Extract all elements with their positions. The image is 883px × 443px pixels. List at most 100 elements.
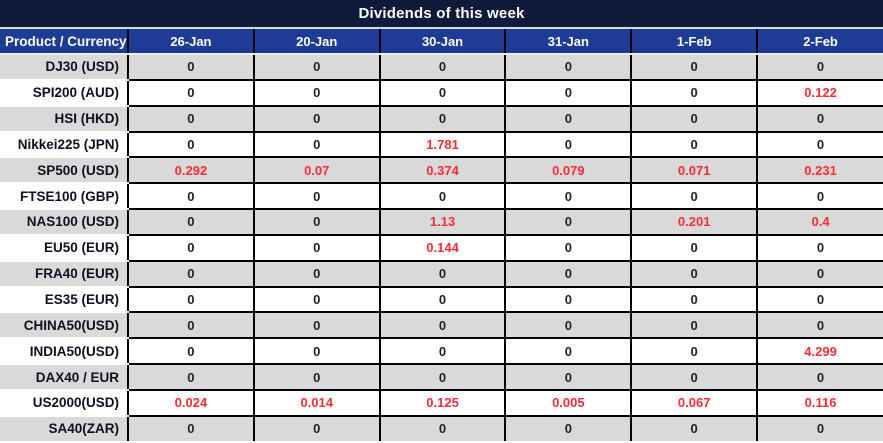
dividend-value-cell: 0 [252, 209, 380, 236]
dividend-value-cell: 0 [252, 415, 380, 443]
dividend-value-cell: 0 [378, 338, 506, 366]
dividend-value-cell: 0 [504, 312, 632, 340]
column-header-date-4: 31-Jan [504, 28, 632, 55]
product-cell: SPI200 (AUD) [0, 79, 129, 107]
dividend-value-cell: 0 [504, 415, 632, 443]
dividend-value-cell: 0.116 [756, 389, 883, 417]
dividend-value-cell: 0 [252, 131, 380, 159]
product-cell: DAX40 / EUR [0, 364, 129, 391]
dividend-value-cell: 0 [378, 260, 506, 288]
dividend-value-cell: 0 [378, 54, 506, 81]
dividend-value-cell: 0 [504, 338, 632, 366]
dividend-value-cell: 0.125 [378, 389, 506, 417]
dividend-value-cell: 0 [630, 54, 758, 81]
dividend-value-cell: 0 [630, 260, 758, 288]
dividend-value-cell: 0 [756, 286, 883, 314]
dividend-value-cell: 0.079 [504, 157, 632, 185]
table-row: INDIA50(USD) 0 0 0 0 0 4.299 [0, 338, 883, 366]
dividend-value-cell: 0 [127, 234, 254, 262]
product-cell: CHINA50(USD) [0, 312, 129, 340]
dividend-value-cell: 0 [378, 286, 506, 314]
dividend-value-cell: 0 [756, 364, 883, 391]
table-row: US2000(USD) 0.024 0.014 0.125 0.005 0.067 0.11… [0, 389, 883, 417]
dividend-value-cell: 0 [127, 260, 254, 288]
dividend-value-cell: 0 [378, 364, 506, 391]
dividend-value-cell: 0 [630, 131, 758, 159]
column-header-date-3: 30-Jan [378, 28, 506, 55]
dividend-value-cell: 0 [504, 234, 632, 262]
product-cell: SP500 (USD) [0, 157, 129, 185]
dividend-value-cell: 0 [252, 338, 380, 366]
dividend-value-cell: 0 [252, 286, 380, 314]
dividend-value-cell: 0 [756, 260, 883, 288]
dividend-value-cell: 0 [630, 105, 758, 133]
dividend-value-cell: 0 [630, 234, 758, 262]
dividend-value-cell: 0 [756, 105, 883, 133]
dividend-value-cell: 0 [504, 183, 632, 211]
dividend-value-cell: 0 [504, 286, 632, 314]
table-body: DJ30 (USD) 0 0 0 0 0 0 SPI200 (AUD) 0 0 0 0 0 0.122 HS… [0, 54, 883, 443]
product-cell: INDIA50(USD) [0, 338, 129, 366]
dividend-value-cell: 0 [127, 183, 254, 211]
product-cell: HSI (HKD) [0, 105, 129, 133]
product-cell: FRA40 (EUR) [0, 260, 129, 288]
dividend-value-cell: 0 [252, 364, 380, 391]
dividend-value-cell: 0 [504, 79, 632, 107]
dividend-value-cell: 0 [756, 183, 883, 211]
dividend-value-cell: 0 [504, 260, 632, 288]
dividend-value-cell: 0 [378, 312, 506, 340]
dividend-value-cell: 0 [504, 131, 632, 159]
dividend-value-cell: 0 [504, 209, 632, 236]
dividend-value-cell: 0 [252, 105, 380, 133]
dividend-value-cell: 0 [630, 338, 758, 366]
table-row: DJ30 (USD) 0 0 0 0 0 0 [0, 54, 883, 81]
dividend-value-cell: 0.122 [756, 79, 883, 107]
dividend-value-cell: 0 [252, 54, 380, 81]
dividend-value-cell: 0 [504, 364, 632, 391]
dividend-value-cell: 0 [630, 183, 758, 211]
dividend-value-cell: 0 [252, 260, 380, 288]
dividend-value-cell: 0.024 [127, 389, 254, 417]
table-row: FTSE100 (GBP) 0 0 0 0 0 0 [0, 183, 883, 211]
dividend-value-cell: 0 [127, 312, 254, 340]
product-cell: FTSE100 (GBP) [0, 183, 129, 211]
column-header-product: Product / Currency [0, 28, 129, 55]
dividend-value-cell: 0 [504, 105, 632, 133]
product-cell: Nikkei225 (JPN) [0, 131, 129, 159]
title-bar: Dividends of this week [0, 0, 883, 29]
dividend-value-cell: 0.4 [756, 209, 883, 236]
dividend-value-cell: 0.201 [630, 209, 758, 236]
dividend-value-cell: 1.13 [378, 209, 506, 236]
dividend-value-cell: 0 [756, 415, 883, 443]
table-row: SP500 (USD) 0.292 0.07 0.374 0.079 0.071 0.231 [0, 157, 883, 185]
dividend-value-cell: 0.144 [378, 234, 506, 262]
dividend-value-cell: 0 [630, 364, 758, 391]
dividend-value-cell: 0 [127, 338, 254, 366]
table-row: DAX40 / EUR 0 0 0 0 0 0 [0, 364, 883, 391]
dividend-value-cell: 0 [127, 54, 254, 81]
dividend-value-cell: 0 [630, 79, 758, 107]
dividend-value-cell: 0.231 [756, 157, 883, 185]
dividend-value-cell: 0 [756, 234, 883, 262]
dividend-value-cell: 0 [630, 286, 758, 314]
product-cell: ES35 (EUR) [0, 286, 129, 314]
column-header-date-6: 2-Feb [756, 28, 883, 55]
product-cell: EU50 (EUR) [0, 234, 129, 262]
column-header-date-5: 1-Feb [630, 28, 758, 55]
dividend-value-cell: 0.067 [630, 389, 758, 417]
table-title: Dividends of this week [0, 0, 883, 29]
dividend-value-cell: 0 [378, 183, 506, 211]
dividend-value-cell: 0 [127, 286, 254, 314]
dividend-value-cell: 0 [252, 79, 380, 107]
dividend-value-cell: 0 [756, 54, 883, 81]
dividend-value-cell: 0.005 [504, 389, 632, 417]
dividend-value-cell: 0 [378, 79, 506, 107]
table-row: EU50 (EUR) 0 0 0.144 0 0 0 [0, 234, 883, 262]
table-row: Nikkei225 (JPN) 0 0 1.781 0 0 0 [0, 131, 883, 159]
dividend-value-cell: 0.014 [252, 389, 380, 417]
dividend-value-cell: 0 [630, 415, 758, 443]
column-header-date-1: 26-Jan [127, 28, 254, 55]
dividend-value-cell: 0 [127, 415, 254, 443]
